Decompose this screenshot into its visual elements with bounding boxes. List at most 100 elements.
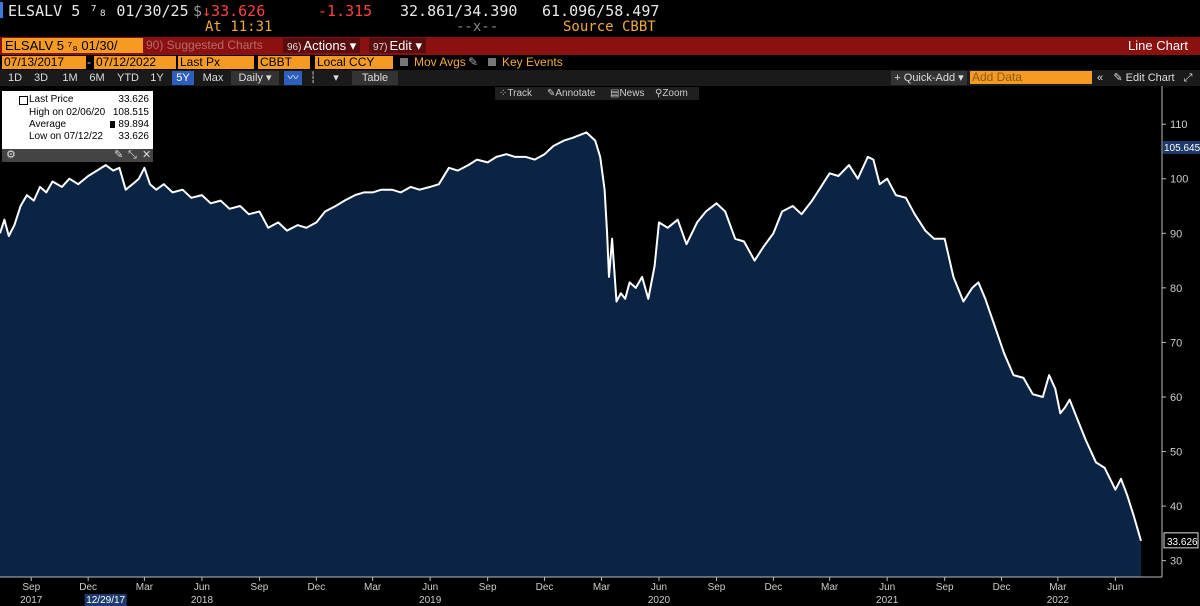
table-button[interactable]: Table <box>352 71 398 85</box>
x-axis-band <box>0 577 1200 606</box>
pencil-icon[interactable]: ✎ <box>468 55 479 69</box>
x-tick-label-17: Dec <box>993 582 1011 593</box>
last-price: $↓33.626 <box>193 2 265 20</box>
legend-checkbox[interactable] <box>19 96 28 105</box>
mov-avgs-checkbox[interactable] <box>400 58 408 66</box>
x-tick-label-16: Sep <box>936 582 954 593</box>
y-tick-label-50: 50 <box>1170 447 1182 459</box>
suggested-charts[interactable]: 90) Suggested Charts <box>146 38 263 52</box>
start-date-field[interactable]: 07/13/2017 <box>2 56 86 69</box>
currency-symbol: $ <box>193 2 203 20</box>
collapse-icon[interactable]: « <box>1096 72 1104 84</box>
price-range: 61.096/58.497 <box>542 2 660 20</box>
security-header: ELSALV 5 ⁷₈ 01/30/25 $↓33.626 -1.315 32.… <box>0 0 1200 37</box>
x-tick-label-14: Mar <box>821 582 839 593</box>
key-events-label[interactable]: Key Events <box>502 55 563 69</box>
news-label: News <box>619 88 645 99</box>
period-max[interactable]: Max <box>202 72 224 84</box>
legend-panel: Last Price 33.626 High on 02/06/20 108.5… <box>2 91 153 162</box>
legend-low-value: 33.626 <box>118 131 149 142</box>
x-tick-label-5: Dec <box>307 582 325 593</box>
legend-average: Average 89.894 <box>2 119 153 130</box>
period-ytd[interactable]: YTD <box>117 72 139 84</box>
y-tick-label-30: 30 <box>1170 556 1182 568</box>
security-ticker: ELSALV 5 ⁷₈ 01/30/25 <box>8 2 189 20</box>
y-tick-label-90: 90 <box>1170 228 1182 240</box>
quick-add-button[interactable]: + Quick-Add ▾ <box>891 71 967 85</box>
period-6m[interactable]: 6M <box>89 72 105 84</box>
x-year-label-2017: 2017 <box>20 595 43 606</box>
x-tick-label-15: Jun <box>879 582 895 593</box>
field-select[interactable]: Last Px <box>178 56 254 69</box>
x-tick-label-6: Mar <box>364 582 382 593</box>
axis-marker-text: 105.645 <box>1164 143 1200 154</box>
edit-label: Edit ▾ <box>389 38 422 53</box>
add-data-input[interactable]: Add Data <box>970 71 1092 84</box>
actions-number: 96) <box>287 42 302 53</box>
currency-select[interactable]: Local CCY <box>315 56 393 69</box>
settings-row: 07/13/2017 - 07/12/2022 Last Px CBBT Loc… <box>0 55 1200 70</box>
collapse-legend-icon[interactable]: ⤡ <box>128 149 137 161</box>
legend-high-value: 108.515 <box>112 107 149 118</box>
separator: --x-- <box>456 19 499 35</box>
source-select[interactable]: CBBT <box>258 56 310 69</box>
y-tick-label-40: 40 <box>1170 501 1182 513</box>
news-tool[interactable]: ▤ News <box>610 88 645 99</box>
legend-avg-label: Average <box>29 119 67 130</box>
legend-high-label: High on 02/06/20 <box>29 107 106 118</box>
crosshair-date-badge <box>84 594 127 606</box>
legend-average-bar <box>110 121 115 128</box>
actions-label: Actions ▾ <box>303 38 357 53</box>
end-date-field[interactable]: 07/12/2022 <box>94 56 176 69</box>
key-events-checkbox[interactable] <box>488 58 496 66</box>
frequency-select[interactable]: Daily ▾ <box>231 71 279 85</box>
period-1y[interactable]: 1Y <box>150 72 164 84</box>
legend-last-label: Last Price <box>29 94 74 105</box>
close-icon[interactable]: ✕ <box>142 149 152 161</box>
edit-number: 97) <box>373 42 388 53</box>
x-tick-label-3: Jun <box>194 582 210 593</box>
period-3d[interactable]: 3D <box>33 72 49 84</box>
x-year-label-2018: 2018 <box>191 595 214 606</box>
x-tick-label-13: Dec <box>764 582 782 593</box>
x-tick-label-7: Jun <box>422 582 438 593</box>
price-line <box>0 131 1142 542</box>
last-price-value: ↓33.626 <box>202 2 266 20</box>
period-5y[interactable]: 5Y <box>172 71 194 85</box>
period-1d[interactable]: 1D <box>7 72 23 84</box>
gear-icon[interactable]: ⚙ <box>6 149 16 161</box>
bid-ask: 32.861/34.390 <box>400 2 518 20</box>
zoom-tool[interactable]: ⚲ Zoom <box>655 88 688 99</box>
y-tick-label-110: 110 <box>1170 119 1188 131</box>
x-tick-label-12: Sep <box>708 582 726 593</box>
price-area-fill <box>0 132 1141 577</box>
chart-toolbar: 1D 3D 1M 6M YTD 1Y 5Y Max Daily ▾ 〰 ┆ ▾ … <box>0 70 1200 86</box>
crosshair-date-text: 12/29/17 <box>86 595 125 606</box>
annotate-tool[interactable]: ✎ Annotate <box>547 88 596 99</box>
zoom-label: Zoom <box>662 88 688 99</box>
edit-icon[interactable]: ✎ <box>114 149 124 161</box>
actions-button[interactable]: 96) Actions ▾ <box>283 38 361 53</box>
track-label: Track <box>507 88 533 99</box>
track-tool[interactable]: ⁘ Track <box>499 88 533 99</box>
edit-chart-button[interactable]: ✎ Edit Chart <box>1113 72 1175 84</box>
quote-time: At 11:31 <box>205 19 273 35</box>
chart-type-dropdown-icon[interactable]: ▾ <box>333 72 339 84</box>
expand-icon[interactable]: ⤢ <box>1183 72 1193 84</box>
x-year-label-2021: 2021 <box>876 595 899 606</box>
last-value-text: 33.626 <box>1167 537 1198 548</box>
security-marker <box>0 2 3 18</box>
period-1m[interactable]: 1M <box>62 72 78 84</box>
legend-low-label: Low on 07/12/22 <box>29 131 103 142</box>
price-chart[interactable]: 30 40 50 60 70 80 90 100 110 33.626 105.645 Sep Dec M… <box>0 86 1200 606</box>
bar-chart-icon[interactable]: ┆ <box>309 72 317 84</box>
y-tick-label-80: 80 <box>1170 283 1182 295</box>
last-value-badge <box>1163 532 1199 549</box>
security-input[interactable]: ELSALV 5 ⁷₈ 01/30/ <box>2 38 143 53</box>
edit-button[interactable]: 97) Edit ▾ <box>369 38 426 53</box>
date-separator: - <box>87 55 91 69</box>
mov-avgs-label[interactable]: Mov Avgs <box>414 55 466 69</box>
line-chart-icon[interactable]: 〰 <box>284 71 302 85</box>
legend-last-price[interactable]: Last Price 33.626 <box>2 94 153 105</box>
price-change: -1.315 <box>318 2 373 20</box>
